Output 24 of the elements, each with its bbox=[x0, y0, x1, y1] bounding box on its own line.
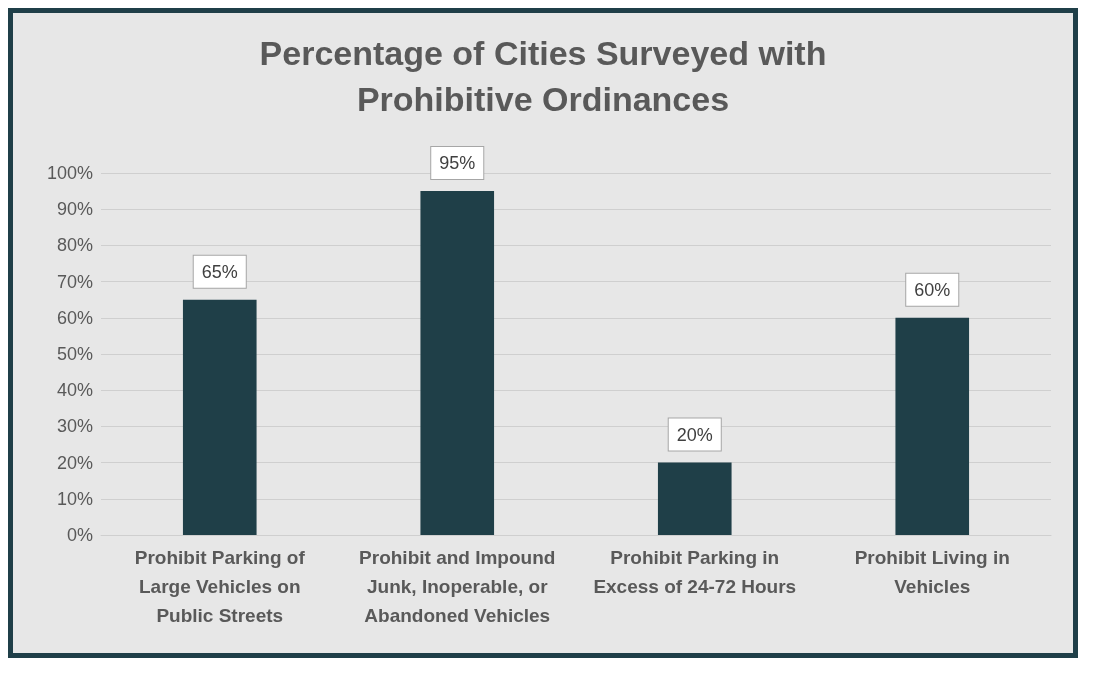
y-tick-label: 50% bbox=[56, 344, 93, 364]
bar bbox=[895, 317, 970, 535]
bar bbox=[182, 299, 257, 535]
y-tick-label: 60% bbox=[56, 307, 93, 328]
x-tick-label: Prohibit and Impound Junk, Inoperable, or Abandoned Vehicles bbox=[359, 547, 556, 626]
data-label: 65% bbox=[201, 261, 238, 282]
y-tick-label: 30% bbox=[56, 416, 93, 437]
y-tick-label: 100% bbox=[46, 163, 93, 183]
x-tick-label: Prohibit Parking in Excess of 24-72 Hours bbox=[593, 547, 797, 597]
y-tick-label: 90% bbox=[56, 199, 93, 220]
y-tick-label: 0% bbox=[66, 525, 93, 545]
y-tick-label: 40% bbox=[56, 380, 93, 401]
bar bbox=[657, 462, 732, 535]
x-tick-label: Prohibit Living in Vehicles bbox=[854, 547, 1010, 597]
y-tick-label: 10% bbox=[56, 488, 93, 509]
y-tick-label: 70% bbox=[56, 271, 93, 292]
data-label: 20% bbox=[676, 424, 713, 445]
chart-title: Percentage of Cities Surveyed with Prohibitive Ordinances bbox=[259, 34, 827, 118]
y-tick-label: 80% bbox=[56, 235, 93, 256]
x-tick-label: Prohibit Parking of Large Vehicles on Public Streets bbox=[134, 547, 306, 626]
bar bbox=[420, 191, 495, 535]
y-tick-label: 20% bbox=[56, 452, 93, 473]
data-label: 60% bbox=[914, 279, 951, 300]
data-label: 95% bbox=[439, 153, 476, 174]
